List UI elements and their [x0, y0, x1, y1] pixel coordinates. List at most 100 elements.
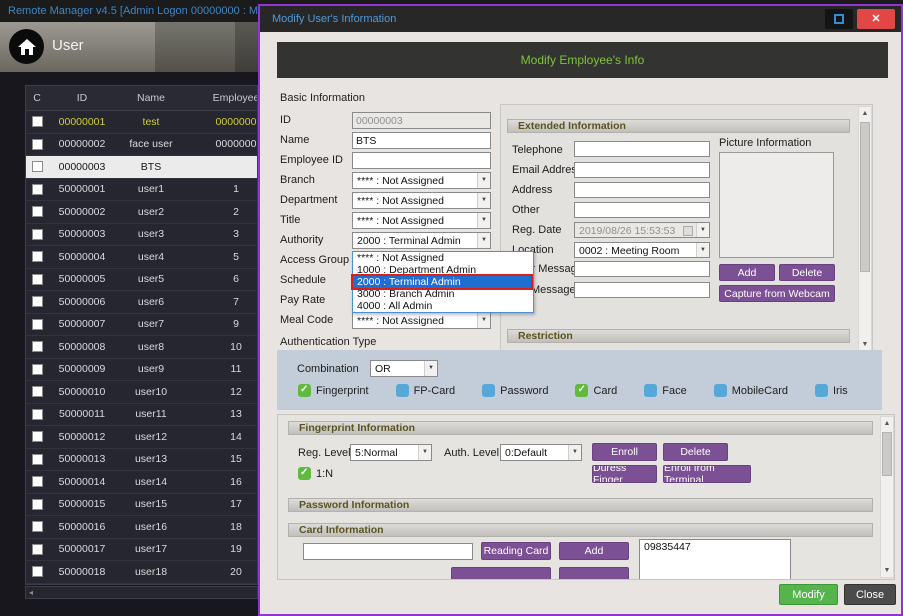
user-message-field[interactable] [574, 261, 710, 277]
row-checkbox[interactable] [31, 273, 43, 285]
auth-method[interactable]: MobileCard [713, 384, 788, 397]
auth-checkbox-icon[interactable] [482, 384, 496, 397]
auth-checkbox-icon[interactable] [298, 384, 311, 397]
row-checkbox[interactable] [31, 228, 43, 240]
table-row[interactable]: 50000012 user12 14 [26, 426, 257, 449]
close-button[interactable] [857, 9, 895, 29]
table-row[interactable]: 50000017 user17 19 [26, 538, 257, 561]
dialog-close-button[interactable]: Close [844, 584, 896, 605]
row-checkbox[interactable] [31, 318, 43, 330]
reg-date-field[interactable]: 2019/08/26 15:53:53 [574, 222, 710, 238]
reg-level-dropdown[interactable]: 5:Normal [350, 444, 432, 461]
scroll-up-icon[interactable] [859, 107, 871, 120]
scrollbar-thumb[interactable] [882, 432, 892, 476]
authority-option[interactable]: 3000 : Branch Admin [357, 288, 455, 300]
row-checkbox[interactable] [31, 543, 43, 555]
auth-method[interactable]: Face [644, 384, 687, 397]
authority-option[interactable]: 4000 : All Admin [357, 300, 433, 312]
row-checkbox[interactable] [31, 341, 43, 353]
card-list-item[interactable]: 09835447 [644, 541, 691, 553]
row-checkbox[interactable] [31, 566, 43, 578]
picture-add-button[interactable]: Add [719, 264, 775, 281]
fp-delete-button[interactable]: Delete [663, 443, 728, 461]
home-icon[interactable] [9, 29, 44, 64]
table-row[interactable]: 50000011 user11 13 [26, 403, 257, 426]
row-checkbox[interactable] [31, 183, 43, 195]
other-field[interactable] [574, 202, 710, 218]
id-field[interactable] [352, 112, 491, 129]
table-row[interactable]: 00000003 BTS [26, 156, 257, 179]
col-header-id[interactable]: ID [76, 92, 88, 104]
authority-option[interactable]: 1000 : Department Admin [357, 264, 477, 276]
horizontal-scrollbar[interactable] [25, 586, 258, 599]
row-checkbox[interactable] [31, 408, 43, 420]
card-number-field[interactable] [303, 543, 473, 560]
telephone-field[interactable] [574, 141, 710, 157]
one-to-n-checkbox[interactable] [298, 467, 311, 480]
table-row[interactable]: 00000001 test 0000000 [26, 111, 257, 134]
maximize-button[interactable] [825, 9, 853, 29]
title-dropdown[interactable]: **** : Not Assigned [352, 212, 491, 229]
row-checkbox[interactable] [31, 138, 43, 150]
table-row[interactable]: 50000005 user5 6 [26, 268, 257, 291]
address-field[interactable] [574, 182, 710, 198]
col-header-name[interactable]: Name [136, 92, 165, 104]
scroll-up-icon[interactable] [881, 417, 893, 430]
col-header-check[interactable]: C [33, 92, 41, 104]
auth-method[interactable]: FP-Card [395, 384, 455, 397]
employee-id-field[interactable] [352, 152, 491, 169]
table-row[interactable]: 50000003 user3 3 [26, 223, 257, 246]
lower-scrollbar[interactable] [880, 416, 894, 578]
row-checkbox[interactable] [31, 521, 43, 533]
auth-checkbox-icon[interactable] [815, 384, 828, 397]
row-checkbox[interactable] [31, 161, 43, 173]
branch-dropdown[interactable]: **** : Not Assigned [352, 172, 491, 189]
card-add-button[interactable]: Add [559, 542, 629, 560]
table-row[interactable]: 50000007 user7 9 [26, 313, 257, 336]
auth-checkbox-icon[interactable] [395, 384, 409, 397]
auth-checkbox-icon[interactable] [713, 384, 727, 397]
table-row[interactable]: 50000013 user13 15 [26, 448, 257, 471]
auth-method[interactable]: Card [575, 384, 617, 397]
card-list[interactable]: 09835447 [639, 539, 791, 579]
clipped-button[interactable] [559, 567, 629, 579]
table-row[interactable]: 50000010 user10 12 [26, 381, 257, 404]
enroll-from-terminal-button[interactable]: Enroll from Terminal [663, 465, 751, 483]
combination-dropdown[interactable]: OR [370, 360, 438, 377]
auth-checkbox-icon[interactable] [644, 384, 658, 397]
row-checkbox[interactable] [31, 251, 43, 263]
modify-button[interactable]: Modify [779, 584, 838, 605]
duress-finger-button[interactable]: Duress Finger [592, 465, 657, 483]
row-checkbox[interactable] [31, 386, 43, 398]
auth-checkbox-icon[interactable] [575, 384, 589, 397]
row-checkbox[interactable] [31, 476, 43, 488]
meal-code-dropdown[interactable]: **** : Not Assigned [352, 312, 491, 329]
authority-option[interactable]: 2000 : Terminal Admin [353, 276, 533, 288]
table-row[interactable]: 50000002 user2 2 [26, 201, 257, 224]
row-checkbox[interactable] [31, 116, 43, 128]
table-row[interactable]: 50000001 user1 1 [26, 178, 257, 201]
message-field[interactable] [574, 282, 710, 298]
table-row[interactable]: 50000018 user18 20 [26, 561, 257, 584]
table-row[interactable]: 50000009 user9 11 [26, 358, 257, 381]
col-header-employee[interactable]: Employee [212, 92, 258, 104]
enroll-button[interactable]: Enroll [592, 443, 657, 461]
name-field[interactable] [352, 132, 491, 149]
email-field[interactable] [574, 162, 710, 178]
row-checkbox[interactable] [31, 296, 43, 308]
auth-level-dropdown[interactable]: 0:Default [500, 444, 582, 461]
row-checkbox[interactable] [31, 498, 43, 510]
clipped-button[interactable] [451, 567, 551, 579]
extended-scrollbar[interactable] [858, 106, 872, 352]
table-row[interactable]: 50000015 user15 17 [26, 493, 257, 516]
location-dropdown[interactable]: 0002 : Meeting Room [574, 242, 710, 258]
table-row[interactable]: 50000008 user8 10 [26, 336, 257, 359]
row-checkbox[interactable] [31, 431, 43, 443]
row-checkbox[interactable] [31, 363, 43, 375]
row-checkbox[interactable] [31, 206, 43, 218]
table-row[interactable]: 50000004 user4 5 [26, 246, 257, 269]
table-row[interactable]: 50000016 user16 18 [26, 516, 257, 539]
reading-card-button[interactable]: Reading Card [481, 542, 551, 560]
authority-dropdown[interactable]: 2000 : Terminal Admin [352, 232, 491, 249]
scroll-down-icon[interactable] [881, 564, 893, 577]
